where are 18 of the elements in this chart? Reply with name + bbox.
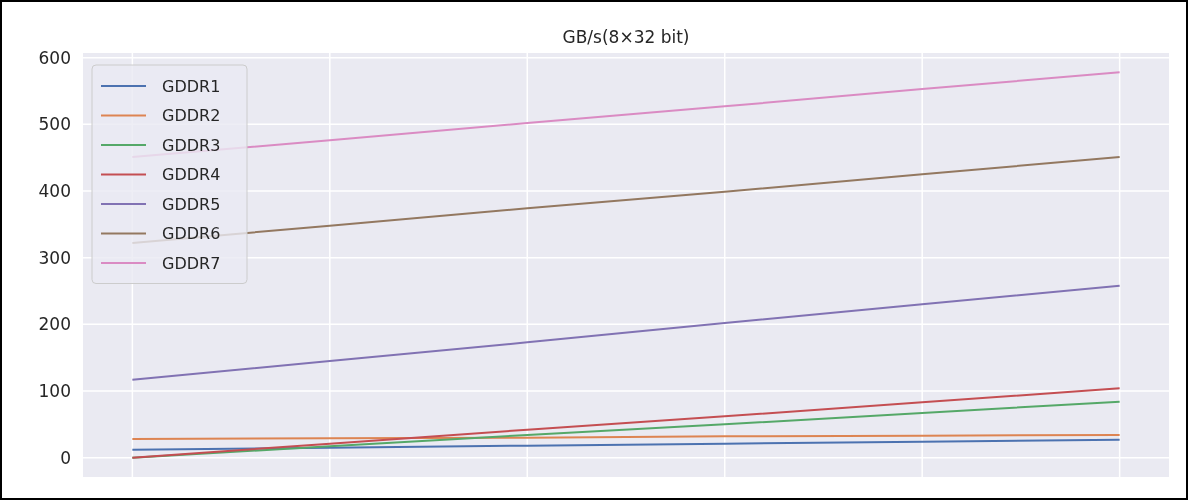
legend-label: GDDR2 — [162, 106, 221, 126]
y-tick-label: 600 — [38, 47, 71, 68]
y-tick-label: 500 — [38, 114, 71, 135]
line-series — [131, 387, 1121, 459]
legend-label: GDDR4 — [162, 165, 221, 185]
legend-label: GDDR5 — [162, 194, 221, 214]
y-tick-label: 200 — [38, 314, 71, 335]
y-tick-label: 0 — [60, 447, 71, 468]
legend-label: GDDR3 — [162, 135, 221, 155]
legend-label: GDDR6 — [162, 224, 221, 244]
y-tick-label: 300 — [38, 247, 71, 268]
chart-title: GB/s(8×32 bit) — [562, 27, 690, 47]
y-tick-label: 400 — [38, 180, 71, 201]
y-tick-label: 100 — [38, 380, 71, 401]
line-series — [131, 438, 1121, 451]
legend-label: GDDR1 — [162, 76, 221, 96]
legend-label: GDDR7 — [162, 253, 221, 273]
line-series — [131, 284, 1121, 381]
